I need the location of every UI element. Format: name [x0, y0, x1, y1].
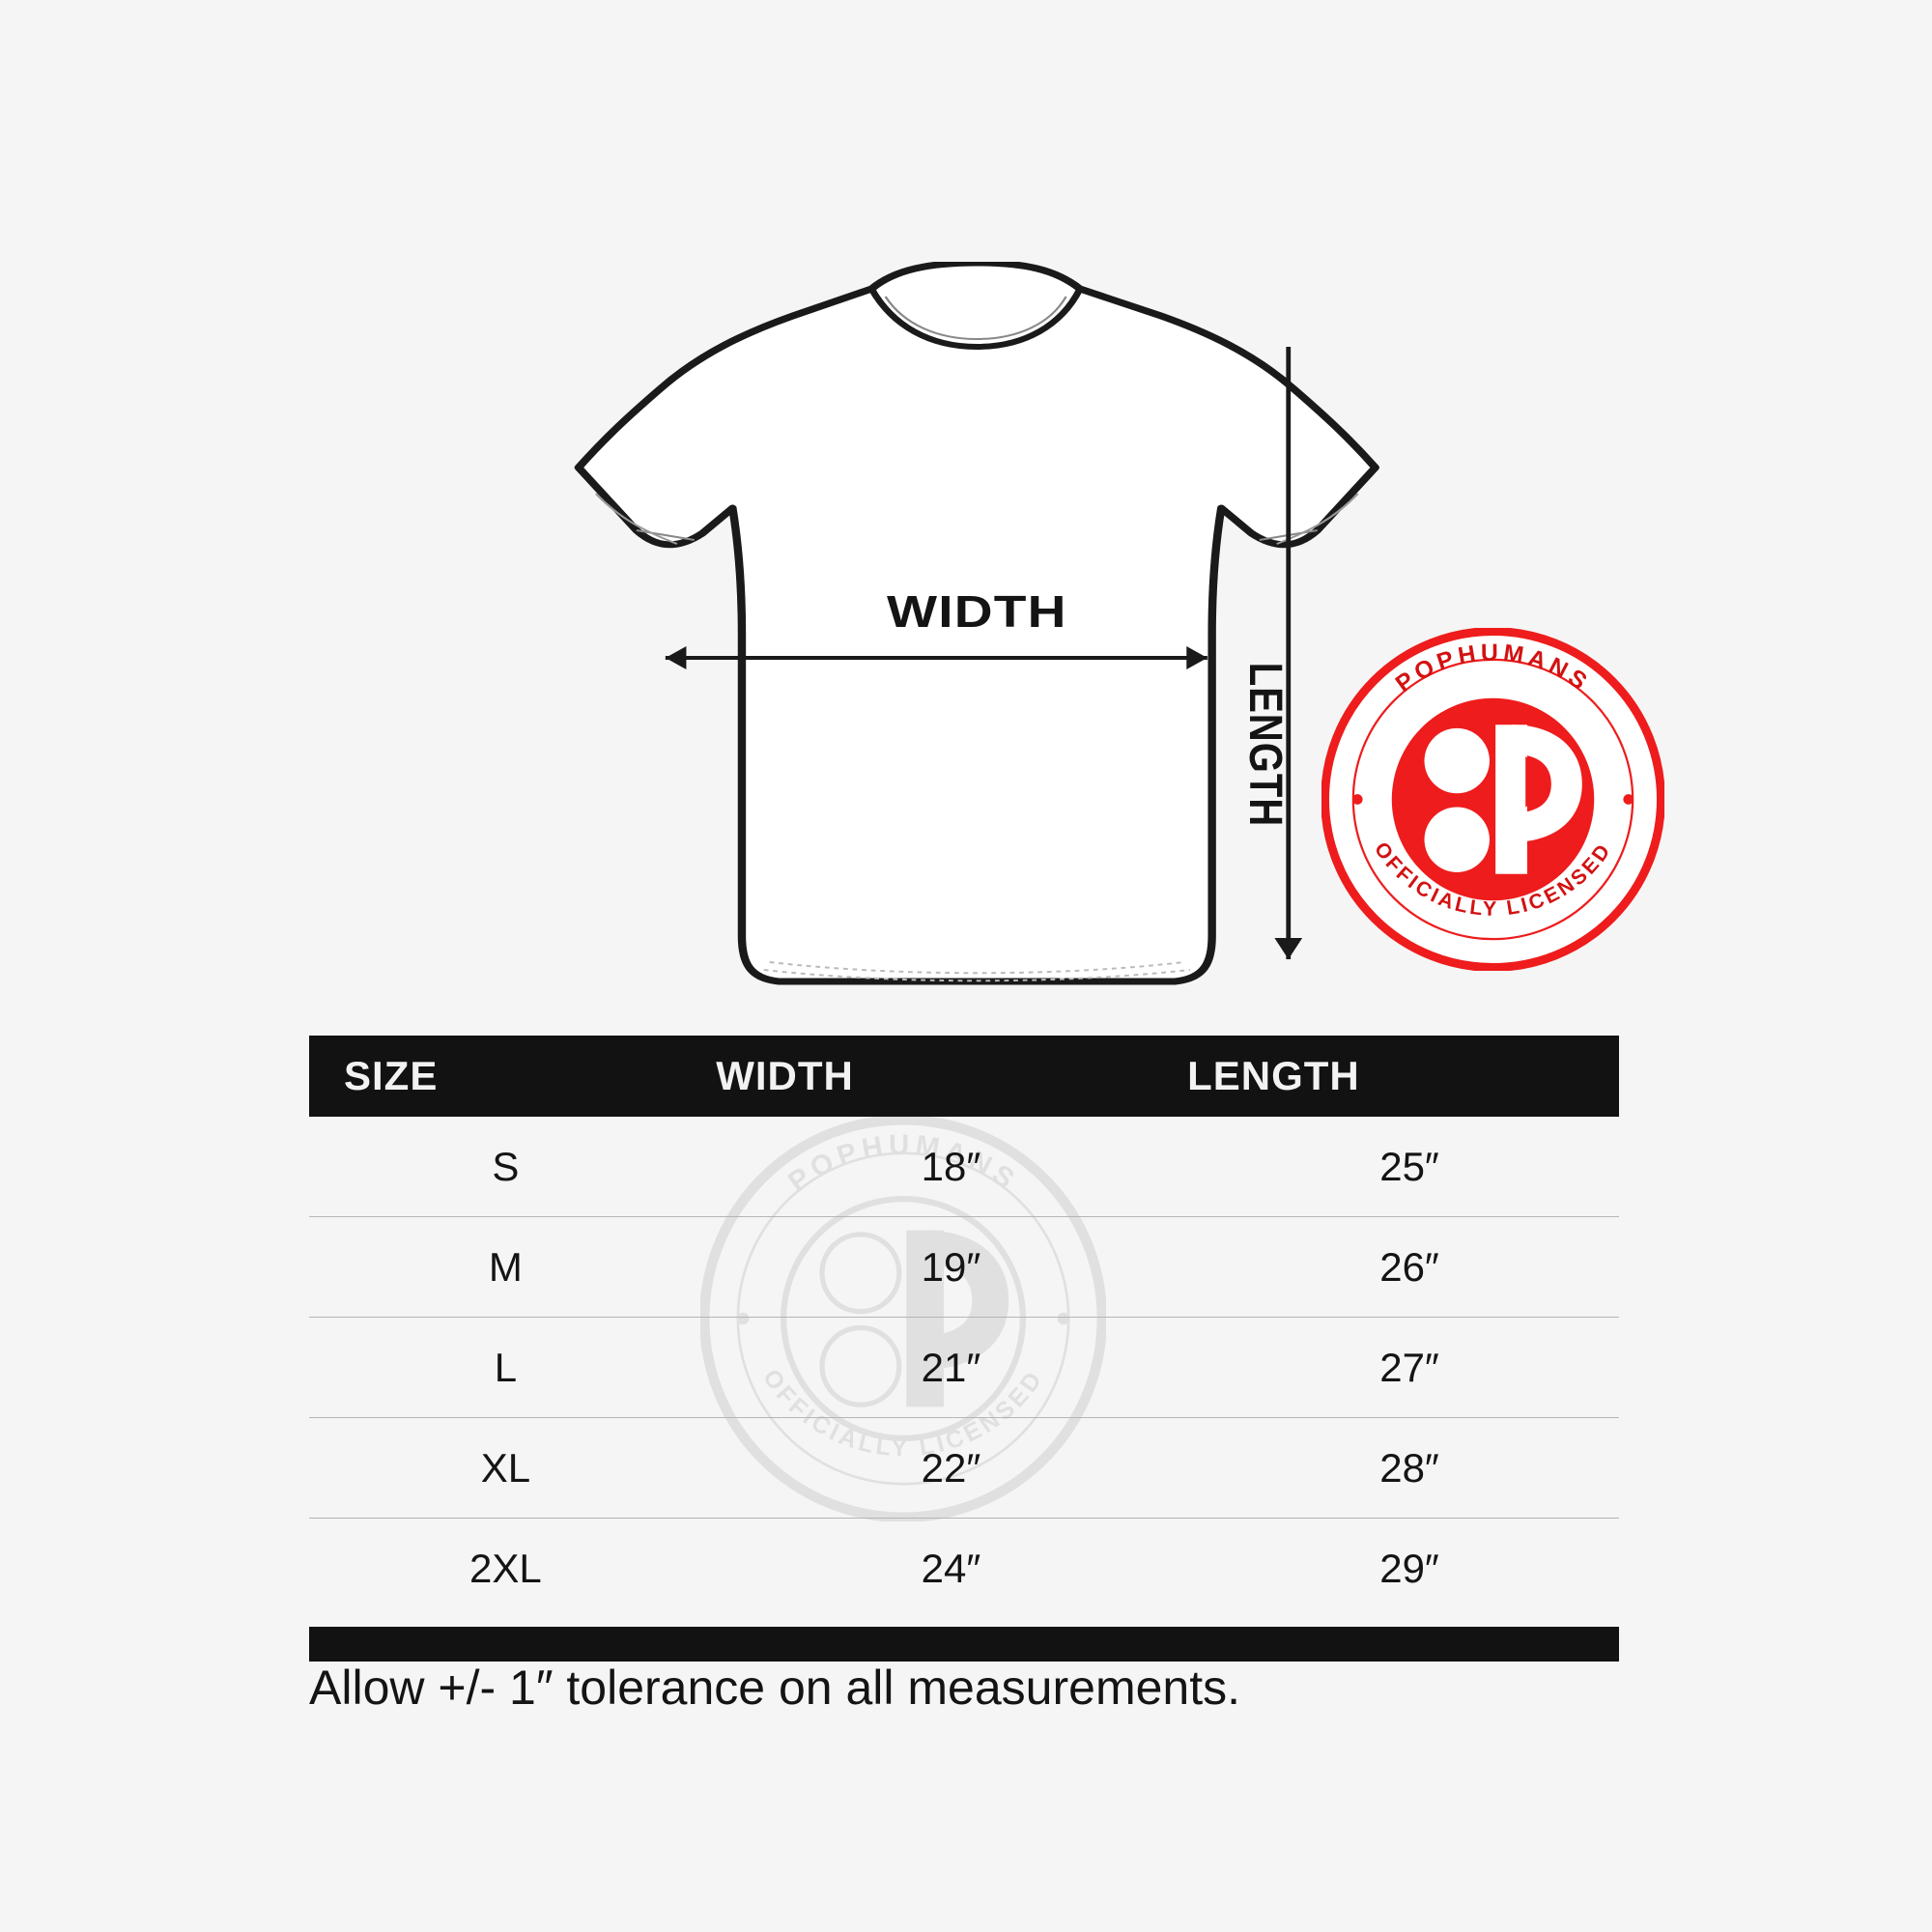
svg-text:WIDTH: WIDTH: [887, 586, 1067, 637]
svg-text:LENGTH: LENGTH: [1239, 663, 1291, 827]
